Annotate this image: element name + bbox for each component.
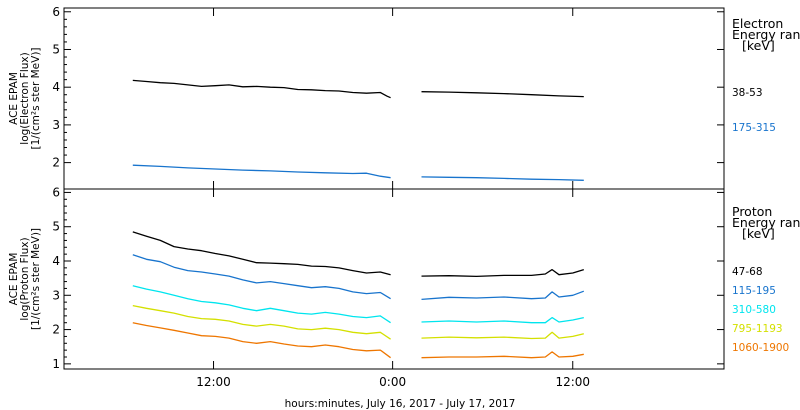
y-axis-label-line: log(Electron Flux) bbox=[19, 52, 31, 144]
legend-title-line: Energy ranges bbox=[732, 27, 800, 42]
legend-title-line: [keV] bbox=[742, 38, 775, 53]
y-tick-label: 6 bbox=[52, 5, 60, 19]
legend-title-line: Electron bbox=[732, 16, 783, 31]
y-tick-label: 3 bbox=[52, 118, 60, 132]
series-795-1193-segment-1 bbox=[421, 331, 584, 340]
legend-entry: 175-315 bbox=[732, 122, 776, 134]
series-175-315-segment-1 bbox=[421, 176, 584, 181]
y-axis-label-line: ACE EPAM bbox=[8, 253, 20, 306]
y-tick-label: 1 bbox=[52, 357, 60, 371]
series-1060-1900-segment-1 bbox=[421, 351, 584, 359]
y-tick-label: 5 bbox=[52, 42, 60, 56]
series-175-315-segment-0 bbox=[132, 164, 391, 179]
x-axis-title: hours:minutes, July 16, 2017 - July 17, … bbox=[285, 398, 516, 410]
series-38-53-segment-1 bbox=[421, 91, 584, 98]
plot-frame-proton bbox=[63, 188, 725, 370]
legend-entry: 47-68 bbox=[732, 266, 763, 278]
series-115-195-segment-1 bbox=[421, 290, 585, 301]
y-tick-label: 3 bbox=[52, 288, 60, 302]
legend-entry: 115-195 bbox=[732, 285, 776, 297]
y-axis-label-line: log(Proton Flux) bbox=[19, 237, 31, 320]
y-tick-label: 6 bbox=[52, 185, 60, 199]
x-tick-label: 12:00 bbox=[196, 375, 231, 389]
series-47-68-segment-1 bbox=[421, 268, 584, 278]
y-tick-label: 2 bbox=[52, 323, 60, 337]
y-axis-label-line: [1/(cm²s ster MeV)] bbox=[30, 228, 42, 330]
series-1060-1900-segment-0 bbox=[132, 322, 391, 359]
y-tick-label: 4 bbox=[52, 80, 60, 94]
x-tick-label: 12:00 bbox=[555, 375, 590, 389]
series-115-195-segment-0 bbox=[132, 254, 391, 300]
legend-title-line: Proton bbox=[732, 204, 772, 219]
legend-entry: 1060-1900 bbox=[732, 342, 789, 354]
series-795-1193-segment-0 bbox=[132, 304, 391, 340]
y-tick-label: 2 bbox=[52, 156, 60, 170]
series-310-580-segment-0 bbox=[132, 285, 391, 324]
series-310-580-segment-1 bbox=[421, 316, 584, 324]
legend-entry: 795-1193 bbox=[732, 323, 783, 335]
legend-entry: 38-53 bbox=[732, 87, 763, 99]
y-tick-label: 5 bbox=[52, 220, 60, 234]
plot-frame-electron bbox=[63, 7, 725, 190]
series-47-68-segment-0 bbox=[132, 231, 391, 276]
y-tick-label: 4 bbox=[52, 254, 60, 268]
y-axis-label-line: [1/(cm²s ster MeV)] bbox=[30, 47, 42, 149]
legend-title-line: [keV] bbox=[742, 226, 775, 241]
legend-entry: 310-580 bbox=[732, 304, 776, 316]
x-tick-label: 0:00 bbox=[379, 375, 406, 389]
legend-title-line: Energy ranges bbox=[732, 215, 800, 230]
series-38-53-segment-0 bbox=[132, 79, 391, 99]
y-axis-label-line: ACE EPAM bbox=[8, 72, 20, 125]
